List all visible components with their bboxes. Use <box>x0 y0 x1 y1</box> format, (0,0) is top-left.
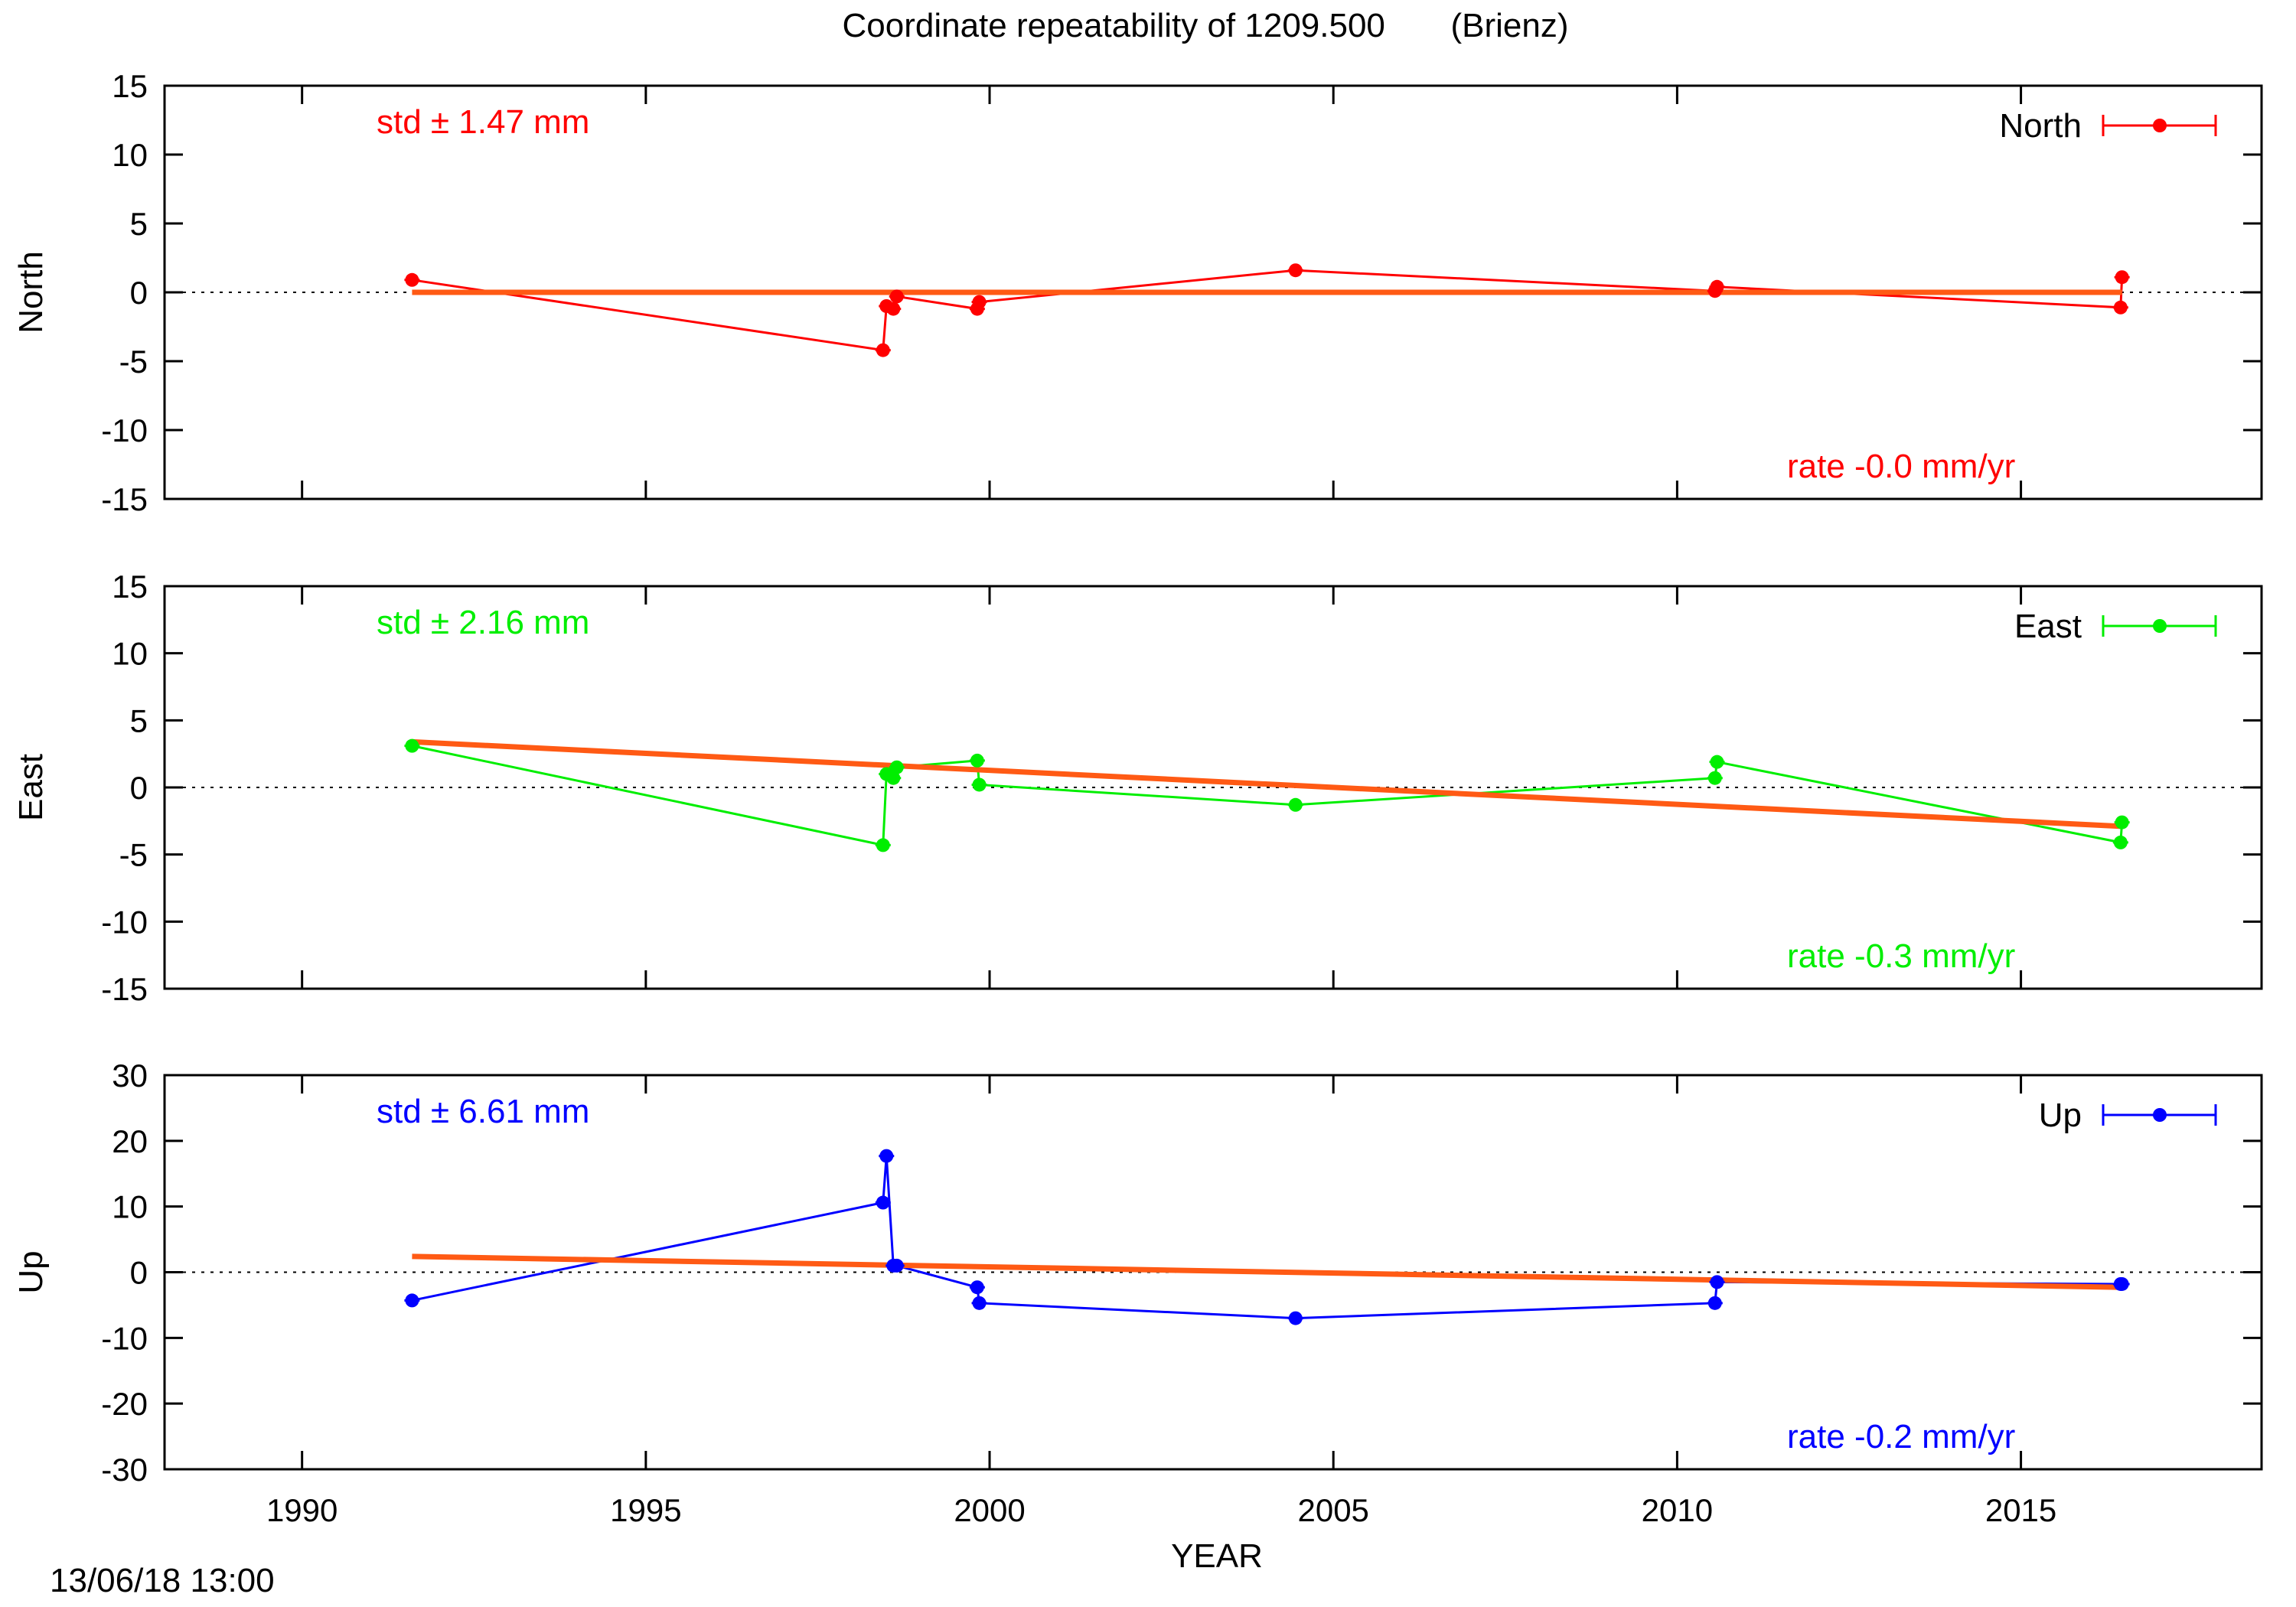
timestamp: 13/06/18 13:00 <box>50 1562 275 1599</box>
legend: East <box>2014 608 2217 645</box>
x-tick-label: 1990 <box>266 1492 338 1528</box>
data-point <box>876 343 890 357</box>
data-point <box>886 302 901 316</box>
data-point <box>1707 771 1722 785</box>
x-tick-label: 1995 <box>610 1492 681 1528</box>
plot-frame <box>163 1074 2263 1471</box>
data-point <box>2115 815 2129 830</box>
y-tick-label: 10 <box>112 636 148 672</box>
data-point <box>972 295 987 309</box>
data-point <box>405 1293 419 1308</box>
data-point <box>405 738 419 753</box>
y-tick-label: -15 <box>101 971 148 1007</box>
legend: Up <box>2039 1097 2217 1134</box>
data-point <box>889 1258 904 1273</box>
y-tick-label: 15 <box>112 68 148 104</box>
data-point <box>972 1296 987 1310</box>
data-point <box>970 753 984 768</box>
x-axis-label: YEAR <box>1171 1537 1263 1575</box>
data-point <box>1710 755 1724 769</box>
x-tick-label: 2005 <box>1297 1492 1368 1528</box>
y-tick-label: 5 <box>130 206 148 242</box>
data-point <box>1288 263 1303 278</box>
data-point <box>1288 797 1303 812</box>
y-tick-label: -10 <box>101 904 148 940</box>
y-tick-label: 30 <box>112 1058 148 1094</box>
legend-marker <box>2153 619 2167 633</box>
y-tick-label: 0 <box>130 1255 148 1291</box>
data-point <box>876 838 890 852</box>
x-tick-label: 2010 <box>1642 1492 1713 1528</box>
data-point <box>876 1195 890 1210</box>
x-tick-label: 2015 <box>1985 1492 2056 1528</box>
y-axis-label: North <box>12 251 50 334</box>
rate-annotation: rate -0.2 mm/yr <box>1787 1418 2015 1455</box>
data-point <box>889 289 904 304</box>
trend-line <box>412 738 2122 830</box>
legend-marker <box>2153 119 2167 132</box>
data-point <box>2113 300 2128 315</box>
legend-label: East <box>2014 608 2082 645</box>
legend-marker <box>2153 1108 2167 1122</box>
data-point <box>405 272 419 287</box>
data-point <box>970 1280 984 1295</box>
rate-annotation: rate -0.0 mm/yr <box>1787 448 2015 485</box>
std-annotation: std ± 2.16 mm <box>377 604 589 641</box>
std-annotation: std ± 1.47 mm <box>377 103 589 141</box>
trend-line <box>412 1253 2122 1290</box>
y-tick-label: -10 <box>101 412 148 448</box>
y-axis-label: East <box>12 754 50 821</box>
y-tick-label: -30 <box>101 1452 148 1488</box>
data-point <box>2115 1276 2129 1291</box>
data-point <box>1288 1311 1303 1325</box>
std-annotation: std ± 6.61 mm <box>377 1093 589 1130</box>
data-point <box>1710 1275 1724 1289</box>
y-tick-label: -15 <box>101 481 148 517</box>
data-point <box>2113 835 2128 849</box>
plot-frame <box>163 585 2263 990</box>
y-tick-label: 0 <box>130 770 148 806</box>
plot-frame <box>163 84 2263 500</box>
x-tick-label: 2000 <box>954 1492 1025 1528</box>
panels: -15 -10 -5 0 5 10 15 North std ± 1.47 mm rate -0.… <box>12 68 2263 1528</box>
data-point <box>1710 279 1724 294</box>
y-tick-label: -5 <box>119 837 148 873</box>
y-tick-label: 20 <box>112 1123 148 1159</box>
y-tick-label: -5 <box>119 344 148 380</box>
series-line <box>412 745 2124 847</box>
panel-up: -30 -20 -10 0 10 20 30 Up std ± 6.61 mm rate -0.2… <box>12 1058 2263 1488</box>
data-point <box>972 777 987 792</box>
legend-label: Up <box>2039 1097 2082 1134</box>
y-axis-label: Up <box>12 1250 50 1293</box>
y-tick-label: 0 <box>130 275 148 311</box>
data-point <box>889 760 904 774</box>
y-tick-label: 10 <box>112 1189 148 1225</box>
panel-north: -15 -10 -5 0 5 10 15 North std ± 1.47 mm rate -0.… <box>12 68 2263 517</box>
y-tick-label: -20 <box>101 1386 148 1422</box>
y-tick-label: 5 <box>130 702 148 738</box>
legend: North <box>1999 107 2217 145</box>
y-tick-label: 10 <box>112 137 148 173</box>
legend-label: North <box>1999 107 2082 145</box>
data-point <box>886 771 901 785</box>
rate-annotation: rate -0.3 mm/yr <box>1787 937 2015 975</box>
y-tick-label: -10 <box>101 1320 148 1356</box>
data-point <box>1707 1296 1722 1310</box>
data-point <box>2115 270 2129 285</box>
y-tick-label: 15 <box>112 569 148 605</box>
data-point <box>879 1149 894 1163</box>
chart-title: Coordinate repeatability of 1209.500 (Br… <box>843 7 1569 44</box>
panel-east: -15 -10 -5 0 5 10 15 East std ± 2.16 mm rate -0.3… <box>12 569 2263 1007</box>
